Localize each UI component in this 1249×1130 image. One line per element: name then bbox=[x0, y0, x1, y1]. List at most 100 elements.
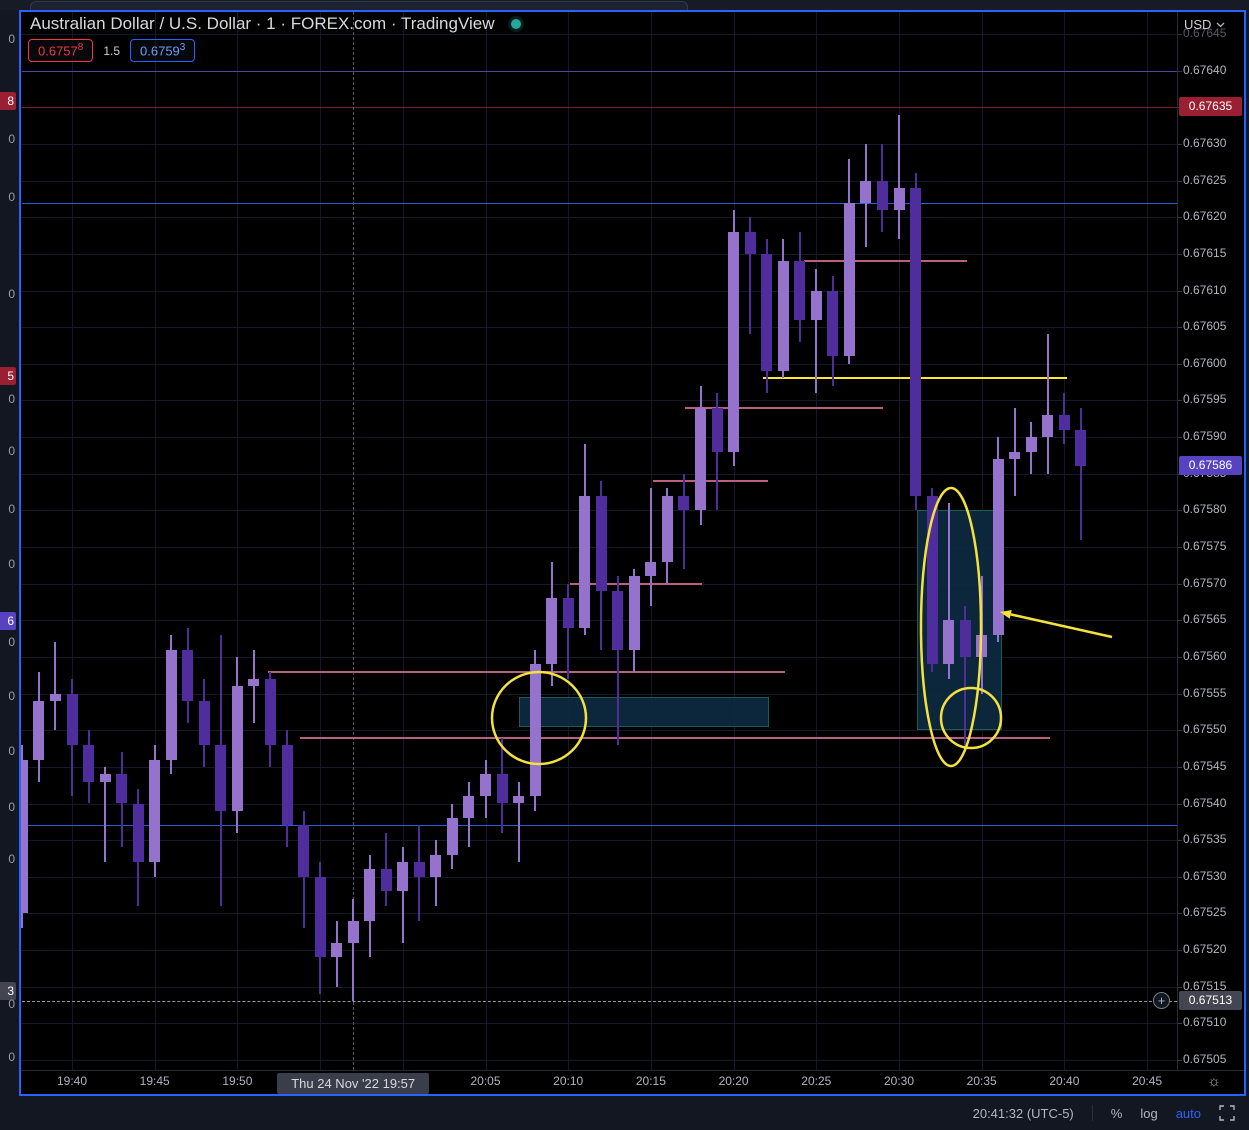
candle bbox=[1075, 429, 1087, 467]
session-vertical-dashed-line[interactable] bbox=[353, 12, 354, 1070]
price-axis-label: 0.67600 bbox=[1183, 355, 1227, 370]
time-axis-label: 20:05 bbox=[470, 1074, 501, 1088]
price-axis-tick bbox=[1178, 70, 1182, 72]
horizontal-gridline bbox=[21, 34, 1177, 35]
left-axis-label: 0 bbox=[8, 502, 15, 516]
price-axis-label: 0.67580 bbox=[1183, 502, 1227, 517]
supply-demand-zone[interactable] bbox=[519, 697, 769, 727]
price-axis-tick bbox=[1178, 730, 1182, 732]
candle bbox=[761, 253, 773, 372]
price-axis-label: 0.67545 bbox=[1183, 758, 1227, 773]
candle bbox=[810, 290, 822, 320]
time-axis-label: 20:35 bbox=[966, 1074, 997, 1088]
price-axis-label: 0.67640 bbox=[1183, 62, 1227, 77]
price-level-line[interactable] bbox=[685, 406, 883, 409]
clock-label[interactable]: 20:41:32 (UTC-5) bbox=[972, 1105, 1074, 1121]
price-level-line[interactable] bbox=[300, 736, 1050, 739]
horizontal-gridline bbox=[21, 437, 1177, 439]
candle-wick bbox=[401, 847, 404, 943]
left-axis-label: 0 bbox=[8, 1050, 15, 1064]
left-axis-label: 0 bbox=[8, 744, 15, 758]
top-strip bbox=[0, 0, 1249, 10]
auto-scale-button[interactable]: auto bbox=[1175, 1105, 1201, 1121]
candle bbox=[215, 744, 227, 811]
price-axis-tick bbox=[1178, 876, 1182, 878]
price-axis-tick bbox=[1178, 803, 1182, 805]
candle bbox=[976, 634, 988, 657]
candle bbox=[198, 700, 210, 745]
candle-wick bbox=[682, 473, 685, 569]
candle bbox=[893, 187, 905, 210]
price-axis-label: 0.67540 bbox=[1183, 795, 1227, 810]
sell-price-pip: 8 bbox=[77, 42, 84, 53]
price-axis-tick bbox=[1178, 840, 1182, 842]
price-axis-label: 0.67520 bbox=[1183, 942, 1227, 957]
left-axis-label: 0 bbox=[8, 444, 15, 458]
vertical-gridline bbox=[899, 12, 900, 1070]
price-level-line[interactable] bbox=[22, 107, 1177, 109]
arrow-line[interactable] bbox=[1010, 613, 1113, 639]
crosshair-date-badge: Thu 24 Nov '22 19:57 bbox=[277, 1073, 430, 1094]
price-level-line[interactable] bbox=[22, 70, 1177, 72]
price-level-line[interactable] bbox=[653, 480, 768, 483]
price-level-line[interactable] bbox=[22, 825, 1177, 827]
price-axis-tick bbox=[1178, 583, 1182, 585]
price-axis-tick bbox=[1178, 510, 1182, 512]
price-axis[interactable] bbox=[1177, 12, 1244, 1094]
candle bbox=[380, 869, 392, 892]
price-axis-label: 0.67550 bbox=[1183, 722, 1227, 737]
candle bbox=[446, 818, 458, 855]
price-axis-tick bbox=[1178, 1023, 1182, 1025]
chart-widget[interactable]: Australian Dollar / U.S. Dollar · 1 · FO… bbox=[19, 10, 1246, 1096]
price-axis-label: 0.67510 bbox=[1183, 1015, 1227, 1030]
price-level-line[interactable] bbox=[22, 202, 1177, 204]
horizontal-gridline bbox=[21, 1060, 1177, 1061]
percent-scale-button[interactable]: % bbox=[1110, 1105, 1123, 1121]
candle-wick bbox=[898, 114, 900, 240]
price-axis-tick bbox=[1178, 253, 1182, 255]
price-level-line[interactable] bbox=[804, 260, 967, 263]
candle bbox=[149, 759, 161, 863]
price-level-line[interactable] bbox=[268, 670, 785, 673]
price-axis-label: 0.67645 bbox=[1183, 26, 1227, 40]
candle-wick bbox=[517, 781, 520, 863]
candle bbox=[496, 774, 508, 804]
candle bbox=[1042, 415, 1054, 438]
candle-wick bbox=[649, 488, 652, 606]
buy-button[interactable]: 0.67593 bbox=[130, 39, 196, 63]
candle bbox=[66, 693, 78, 745]
drawing-annotations bbox=[490, 486, 1113, 768]
left-axis-label: 0 bbox=[8, 392, 15, 406]
candle-wick bbox=[1079, 407, 1082, 540]
sun-icon[interactable]: ☼ bbox=[1207, 1073, 1221, 1090]
candle bbox=[661, 495, 673, 562]
fullscreen-icon[interactable] bbox=[1219, 1105, 1235, 1121]
candle bbox=[628, 576, 640, 650]
horizontal-gridline bbox=[21, 766, 1177, 768]
price-axis-label: 0.67570 bbox=[1183, 575, 1227, 590]
currency-unit-dropdown[interactable]: USD bbox=[1184, 17, 1225, 32]
price-axis-tick bbox=[1178, 656, 1182, 658]
vertical-gridline bbox=[1064, 12, 1066, 1070]
price-axis-label: 0.67620 bbox=[1183, 209, 1227, 224]
candle bbox=[794, 261, 806, 320]
candle-wick bbox=[352, 898, 355, 1002]
price-level-line[interactable] bbox=[22, 1001, 1177, 1003]
top-tab bbox=[30, 1, 688, 10]
price-axis-tick bbox=[1178, 217, 1182, 219]
candle bbox=[744, 231, 756, 254]
time-axis[interactable] bbox=[21, 1070, 1244, 1094]
candle-wick bbox=[616, 576, 619, 745]
time-axis-label: 20:25 bbox=[801, 1074, 832, 1088]
candle-wick bbox=[815, 268, 818, 394]
sell-button[interactable]: 0.67578 bbox=[28, 39, 94, 63]
plus-circle-icon[interactable]: + bbox=[1153, 992, 1170, 1010]
vertical-gridline bbox=[1147, 12, 1149, 1070]
candle bbox=[231, 686, 243, 811]
price-axis-label: 0.67630 bbox=[1183, 135, 1227, 150]
candle bbox=[480, 774, 491, 797]
log-scale-button[interactable]: log bbox=[1140, 1105, 1158, 1121]
data-status-icon[interactable] bbox=[510, 19, 521, 29]
candle bbox=[827, 290, 839, 357]
horizontal-gridline bbox=[21, 950, 1177, 952]
